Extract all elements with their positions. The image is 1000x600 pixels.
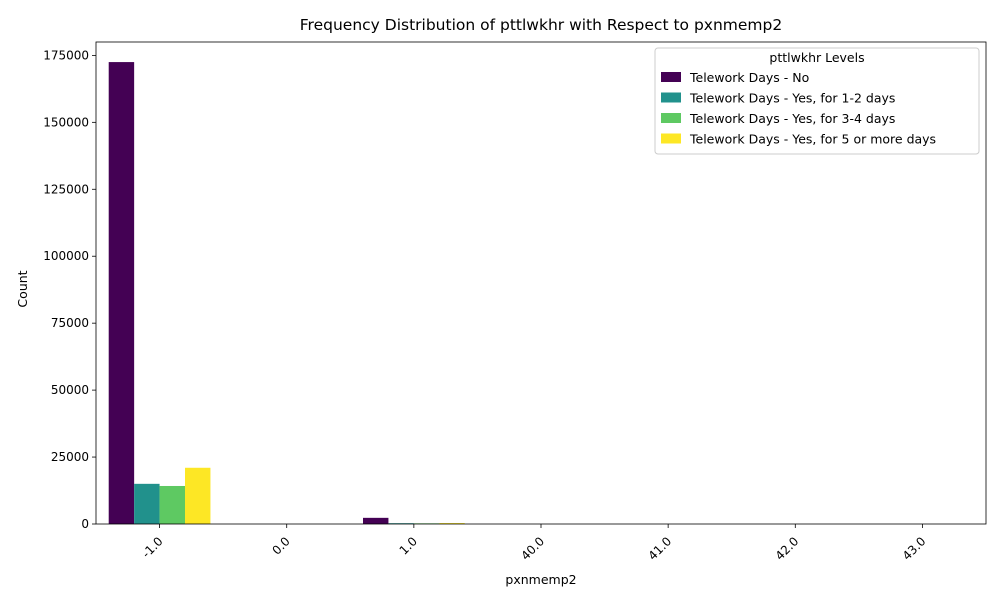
- bar-0-2: [159, 485, 185, 524]
- y-tick-label-4: 100000: [43, 249, 89, 263]
- legend-label-3: Telework Days - Yes, for 5 or more days: [689, 132, 936, 147]
- x-axis-label: pxnmemp2: [505, 572, 576, 587]
- y-tick-label-2: 50000: [51, 383, 89, 397]
- x-tick-label-5: 42.0: [773, 534, 802, 563]
- bar-2-0: [363, 517, 389, 524]
- y-tick-label-0: 0: [81, 517, 89, 531]
- chart-title: Frequency Distribution of pttlwkhr with …: [300, 16, 782, 34]
- x-tick-label-1: 0.0: [269, 534, 292, 557]
- y-tick-label-1: 25000: [51, 450, 89, 464]
- bar-0-1: [134, 483, 160, 524]
- legend-title: pttlwkhr Levels: [769, 50, 864, 65]
- legend-label-1: Telework Days - Yes, for 1-2 days: [689, 91, 895, 106]
- legend: pttlwkhr Levels Telework Days - No Telewor…: [654, 47, 980, 155]
- x-tick-label-4: 41.0: [645, 534, 674, 563]
- legend-label-0: Telework Days - No: [689, 70, 809, 85]
- legend-swatch-0: [661, 72, 681, 82]
- y-tick-label-3: 75000: [51, 316, 89, 330]
- x-tick-label-3: 40.0: [518, 534, 547, 563]
- y-tick-label-6: 150000: [43, 115, 89, 129]
- x-tick-label-0: -1.0: [139, 534, 165, 560]
- legend-label-2: Telework Days - Yes, for 3-4 days: [689, 111, 895, 126]
- x-tick-label-6: 43.0: [900, 534, 929, 563]
- y-tick-label-7: 175000: [43, 48, 89, 62]
- legend-swatch-1: [661, 92, 681, 103]
- legend-swatch-2: [661, 113, 681, 123]
- y-tick-label-5: 125000: [43, 182, 89, 196]
- x-tick-label-2: 1.0: [397, 534, 420, 557]
- legend-swatch-3: [661, 133, 681, 144]
- bar-0-0: [108, 62, 135, 524]
- bar-2-3: [439, 523, 465, 524]
- bars-layer: [108, 62, 465, 524]
- legend-box: [654, 47, 980, 155]
- y-axis-label: Count: [15, 270, 30, 307]
- bar-0-3: [185, 467, 211, 524]
- bar-2-1: [388, 523, 414, 524]
